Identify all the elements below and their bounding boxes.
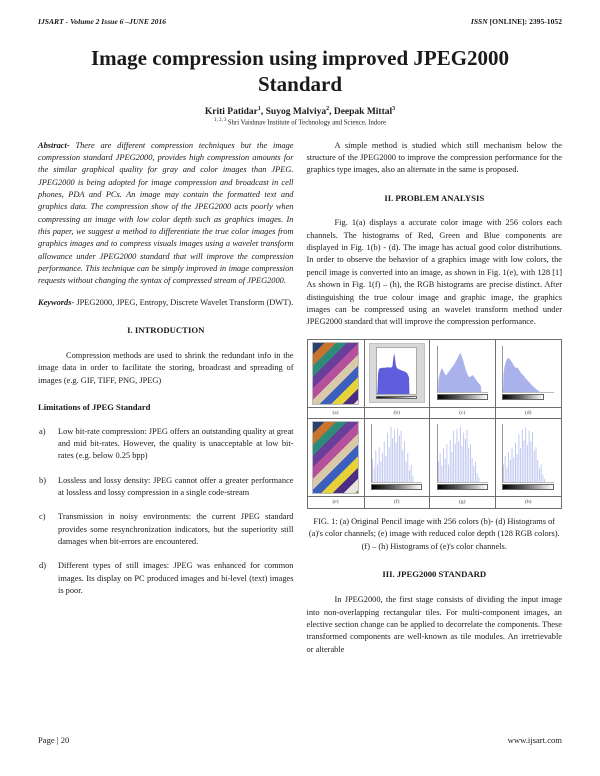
section-heading-introduction: I. INTRODUCTION (127, 325, 205, 336)
histogram-g (436, 424, 488, 484)
figure-panel-label-c: (c) (430, 407, 496, 419)
histogram-b-frame (368, 342, 425, 404)
figure-panel-label-h: (h) (525, 499, 532, 505)
page-title: Image compression using improved JPEG200… (90, 46, 510, 96)
author-3: Deepak Mittal3 (333, 106, 396, 118)
colorbar-gradient (436, 394, 488, 401)
footer-website: www.ijsart.com (507, 735, 562, 745)
histogram-f (371, 424, 423, 484)
figure-panel-label-e: (e) (308, 496, 365, 508)
histogram-h (502, 424, 555, 484)
figure-panel-g (430, 418, 496, 497)
histogram-d (502, 346, 555, 394)
item-text: Transmission in noisy environments: the … (58, 512, 294, 546)
page-footer: Page | 20 www.ijsart.com (38, 735, 562, 745)
colorbar-gradient (436, 484, 488, 491)
pencil-image-e (312, 420, 359, 494)
histogram-d-shape (503, 358, 541, 393)
keywords-label: Keywords (38, 297, 72, 307)
abstract-paragraph: Abstract- There are different compressio… (38, 140, 294, 286)
problem-analysis-paragraph: Fig. 1(a) displays a accurate color imag… (306, 218, 563, 327)
figure-panel-label-b: (b) (364, 407, 430, 419)
right-column: A simple method is studied which still m… (306, 140, 563, 666)
figure-panel-f (364, 418, 430, 497)
figure-1: (a) (b) (c) (d) (306, 338, 562, 509)
method-paragraph: A simple method is studied which still m… (306, 140, 563, 175)
abstract-label: Abstract- (38, 140, 70, 150)
item-marker: c) (39, 512, 46, 522)
figure-panel-c (430, 339, 496, 408)
item-text: Low bit-rate compression: JPEG offers an… (58, 426, 294, 461)
introduction-paragraph: Compression methods are used to shrink t… (38, 350, 294, 385)
colorbar-gradient (502, 484, 555, 491)
histogram-c (436, 346, 488, 394)
colorbar-gradient (371, 484, 423, 491)
author-2-superscript: 2 (326, 106, 330, 113)
author-1: Kriti Patidar1, (204, 106, 266, 118)
limitation-item-c: c) Transmission in noisy environments: t… (38, 511, 294, 548)
figure-panel-e (307, 418, 365, 497)
section-heading-jpeg2000-standard: III. JPEG2000 STANDARD (382, 569, 487, 580)
figure-panel-d (495, 340, 561, 408)
figure-caption: FIG. 1: (a) Original Pencil image with 2… (308, 516, 560, 551)
figure-panel-a (307, 339, 365, 408)
figure-panel-label-f: (f) (365, 496, 430, 508)
author-1-superscript: 1 (257, 106, 261, 113)
page-header: IJSART - Volume 2 Issue 6 –JUNE 2016 ISS… (0, 0, 600, 26)
limitation-item-d: d) Different types of still images: JPEG… (38, 560, 294, 597)
limitations-heading: Limitations of JPEG Standard (38, 401, 151, 412)
affiliation-superscript: 1, 2, 3 (214, 118, 228, 124)
figure-panel-label-g: (g) (430, 496, 496, 508)
author-3-superscript: 3 (392, 106, 396, 113)
figure-panel-label-d: (d) (495, 408, 561, 419)
item-marker: d) (39, 561, 46, 571)
histogram-b (376, 346, 418, 395)
colorbar-gradient (376, 395, 418, 400)
two-column-body: Abstract- There are different compressio… (0, 127, 600, 666)
colorbar-gradient (502, 394, 544, 401)
journal-volume-label: IJSART - Volume 2 Issue 6 –JUNE 2016 (38, 17, 167, 26)
item-text: Lossless and lossy density: JPEG cannot … (58, 475, 294, 497)
figure-panel-b (364, 339, 430, 408)
affiliation: 1, 2, 3 Shri Vaishnav Institute of Techn… (214, 118, 386, 127)
histogram-c-shape (437, 352, 481, 393)
histogram-b-shape (377, 353, 410, 394)
author-2: Suyog Malviya2, (265, 106, 334, 118)
issn-label: ISSN [ONLINE]: 2395-1052 (470, 17, 562, 26)
limitation-item-a: a) Low bit-rate compression: JPEG offers… (38, 426, 294, 463)
footer-page-number: Page | 20 (38, 735, 70, 745)
item-marker: a) (39, 426, 46, 436)
authors-line: Kriti Patidar1, Suyog Malviya2, Deepak M… (0, 106, 600, 117)
section-heading-problem-analysis: II. PROBLEM ANALYSIS (384, 192, 485, 203)
pencil-image-a (312, 341, 359, 405)
left-column: Abstract- There are different compressio… (38, 140, 294, 666)
jpeg2000-paragraph: In JPEG2000, the first stage consists of… (306, 595, 563, 654)
item-marker: b) (39, 475, 46, 485)
figure-panel-label-a: (a) (307, 407, 365, 419)
keywords-paragraph: Keywords- JPEG2000, JPEG, Entropy, Discr… (38, 297, 294, 307)
item-text: Different types of still images: JPEG wa… (58, 561, 294, 595)
limitation-item-b: b) Lossless and lossy density: JPEG cann… (38, 475, 294, 500)
figure-panel-h (495, 419, 561, 497)
